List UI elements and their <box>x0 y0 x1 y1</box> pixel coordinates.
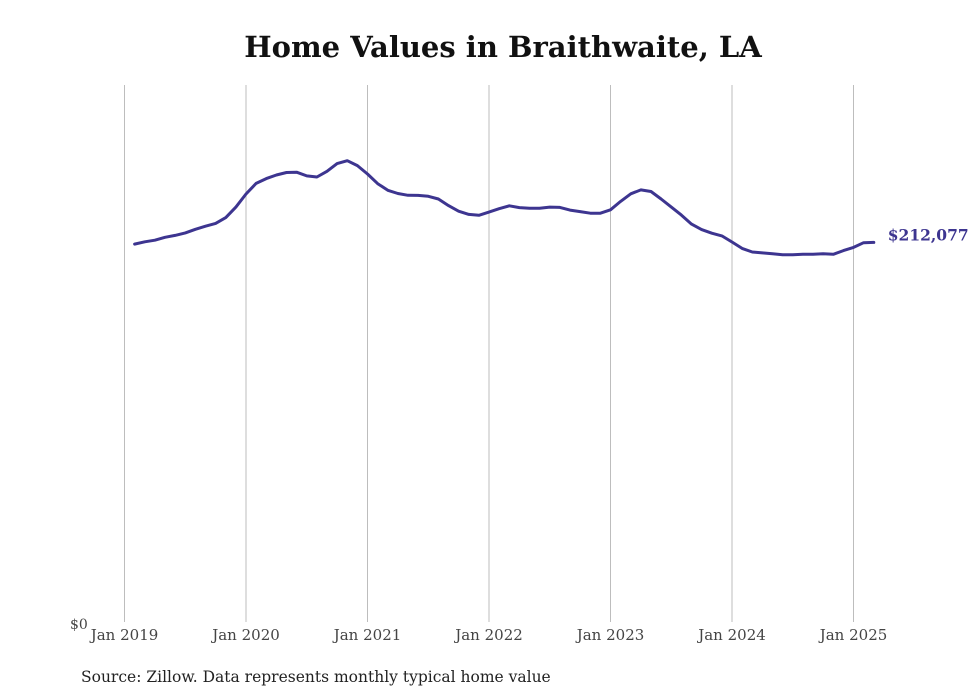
data-point <box>326 170 328 173</box>
data-point <box>255 182 257 185</box>
data-point <box>599 212 602 214</box>
source-note: Source: Zillow. Data represents monthly … <box>81 668 551 686</box>
data-point <box>832 253 835 256</box>
data-point <box>842 249 845 252</box>
data-point <box>478 214 480 217</box>
x-tick-label: Jan 2022 <box>453 626 523 644</box>
data-point <box>761 252 764 254</box>
chart-title: Home Values in Braithwaite, LA <box>244 30 762 64</box>
data-point <box>174 234 176 237</box>
data-point <box>306 175 308 177</box>
data-point <box>670 206 673 208</box>
data-point <box>700 228 703 231</box>
data-point <box>852 246 855 249</box>
data-point <box>640 189 642 191</box>
data-point <box>285 171 288 174</box>
data-point <box>387 189 389 192</box>
data-point <box>245 193 247 195</box>
data-point <box>133 243 136 245</box>
data-point <box>579 210 581 213</box>
data-point <box>447 204 450 207</box>
data-point <box>650 190 652 193</box>
data-point <box>549 206 551 208</box>
data-point <box>275 174 278 176</box>
data-point <box>873 241 875 244</box>
data-point <box>508 205 511 207</box>
data-point <box>225 216 227 219</box>
x-tick-label: Jan 2024 <box>696 626 766 644</box>
data-point <box>356 164 359 167</box>
data-point <box>265 177 268 180</box>
data-point <box>154 239 156 241</box>
data-point <box>660 198 662 200</box>
data-point <box>194 228 197 231</box>
data-point <box>589 212 592 214</box>
data-point <box>336 162 338 165</box>
data-point <box>417 194 419 197</box>
data-point <box>346 159 349 162</box>
data-point <box>690 223 693 225</box>
end-value-label: $212,077 <box>888 225 969 244</box>
data-point <box>518 206 521 209</box>
data-point <box>771 253 774 255</box>
data-point <box>822 253 824 255</box>
data-point <box>407 194 409 197</box>
data-point <box>468 213 470 216</box>
data-point <box>751 251 754 253</box>
data-point <box>214 222 217 225</box>
data-point <box>792 253 794 256</box>
x-tick-label: Jan 2023 <box>575 626 645 644</box>
data-point <box>619 200 622 203</box>
x-tick-label: Jan 2025 <box>818 626 888 644</box>
data-point <box>781 253 784 256</box>
series-line <box>133 159 876 257</box>
data-point <box>862 241 865 244</box>
data-point <box>559 206 561 209</box>
data-point <box>711 232 713 234</box>
data-point <box>184 232 187 234</box>
data-point <box>316 176 318 178</box>
data-point <box>488 211 490 213</box>
data-point <box>427 195 430 198</box>
data-point <box>457 210 460 212</box>
data-point <box>731 241 733 243</box>
data-point <box>630 193 632 195</box>
y-tick-label: $0 <box>70 617 88 633</box>
data-point <box>802 253 804 256</box>
x-tick-label: Jan 2020 <box>210 626 280 644</box>
data-point <box>144 241 146 243</box>
data-point <box>812 253 814 255</box>
data-point <box>741 247 743 250</box>
data-point <box>397 192 399 195</box>
data-point <box>437 198 440 200</box>
data-point <box>376 182 379 185</box>
data-point <box>680 214 683 216</box>
data-point <box>164 236 166 239</box>
x-tick-label: Jan 2021 <box>332 626 402 644</box>
data-point <box>569 209 571 211</box>
data-point <box>538 207 541 210</box>
data-point <box>528 207 531 210</box>
data-point <box>295 171 298 173</box>
x-tick-label: Jan 2019 <box>89 626 159 644</box>
data-point <box>721 235 723 237</box>
data-point <box>498 207 500 210</box>
data-point <box>366 173 369 175</box>
data-point <box>609 209 612 211</box>
data-point <box>235 206 237 208</box>
data-point <box>204 225 207 227</box>
